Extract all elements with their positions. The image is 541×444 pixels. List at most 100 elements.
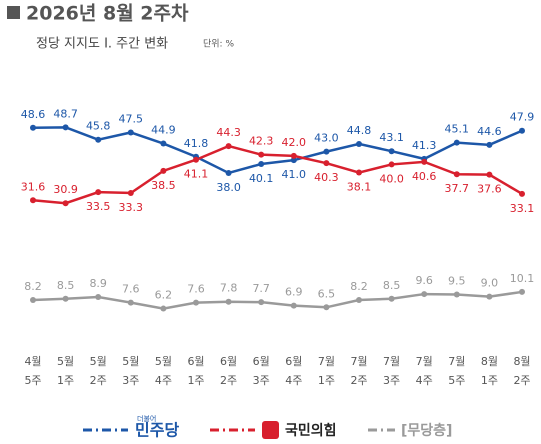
- x-tick-label: 7월: [416, 355, 433, 368]
- x-tick-label: 3주: [122, 374, 139, 387]
- x-tick-label: 4주: [416, 374, 433, 387]
- x-tick-label: 5월: [122, 355, 139, 368]
- data-label: 40.6: [412, 170, 437, 183]
- data-label: 33.3: [119, 201, 144, 214]
- data-label: 8.2: [24, 280, 42, 293]
- data-label: 48.7: [53, 107, 78, 120]
- data-point: [519, 127, 525, 134]
- x-tick-label: 2주: [350, 374, 367, 387]
- data-point: [323, 304, 330, 311]
- data-point: [388, 148, 395, 155]
- data-label: 41.1: [184, 168, 209, 181]
- x-tick-label: 7월: [448, 355, 465, 368]
- x-tick-label: 1주: [481, 374, 498, 387]
- data-point: [323, 160, 330, 167]
- data-label: 10.1: [510, 272, 535, 285]
- legend-label: 국민의힘: [285, 422, 337, 439]
- data-point: [127, 129, 134, 136]
- data-label: 8.2: [350, 280, 368, 293]
- data-label: 37.7: [445, 182, 470, 195]
- x-tick-label: 3주: [383, 374, 400, 387]
- data-label: 37.6: [477, 183, 502, 196]
- unit-label: 단위: %: [203, 39, 234, 50]
- data-point: [258, 161, 265, 168]
- x-tick-label: 6월: [285, 355, 302, 368]
- data-point: [486, 171, 493, 178]
- data-label: 38.1: [347, 181, 372, 194]
- data-point: [62, 295, 69, 302]
- data-point: [388, 161, 395, 168]
- x-tick-label: 4월: [24, 355, 41, 368]
- x-tick-label: 7월: [318, 355, 335, 368]
- data-point: [258, 299, 265, 306]
- series-line: [32, 144, 523, 205]
- data-point: [421, 158, 428, 165]
- data-label: 44.6: [477, 125, 502, 138]
- data-label: 42.0: [282, 136, 307, 149]
- legend-logo: [262, 421, 279, 439]
- data-label: 7.8: [220, 282, 238, 295]
- data-label: 6.9: [285, 286, 303, 299]
- data-point: [62, 124, 69, 131]
- data-label: 40.1: [249, 172, 274, 185]
- data-label: 8.5: [57, 279, 75, 292]
- data-point: [193, 156, 199, 163]
- chart-title: 2026년 8월 2주차: [26, 3, 189, 25]
- data-point: [160, 167, 167, 174]
- data-point: [453, 171, 460, 178]
- data-label: 38.0: [216, 181, 241, 194]
- data-label: 38.5: [151, 179, 176, 192]
- data-point: [127, 190, 134, 197]
- data-point: [95, 136, 102, 143]
- x-tick-label: 7월: [350, 355, 367, 368]
- data-point: [225, 169, 232, 176]
- data-point: [453, 139, 460, 146]
- data-point: [30, 197, 36, 204]
- data-label: 31.6: [21, 180, 46, 193]
- data-point: [453, 291, 460, 298]
- x-tick-label: 5월: [155, 355, 172, 368]
- x-tick-label: 6월: [253, 355, 270, 368]
- x-tick-label: 5월: [57, 355, 74, 368]
- data-label: 44.9: [151, 124, 176, 137]
- data-label: 41.0: [282, 168, 307, 181]
- x-tick-label: 3주: [253, 374, 270, 387]
- data-label: 47.9: [510, 111, 535, 124]
- data-point: [290, 302, 297, 309]
- x-tick-label: 6월: [187, 355, 204, 368]
- x-tick-label: 4주: [155, 374, 172, 387]
- x-tick-label: 5월: [90, 355, 107, 368]
- series-line: [32, 290, 523, 310]
- x-tick-label: 1주: [57, 374, 74, 387]
- x-tick-label: 8월: [481, 355, 498, 368]
- x-tick-label: 2주: [90, 374, 107, 387]
- data-label: 40.0: [379, 172, 404, 185]
- x-tick-label: 7월: [383, 355, 400, 368]
- data-point: [193, 299, 199, 306]
- data-point: [95, 294, 102, 301]
- data-point: [95, 189, 102, 196]
- data-label: 44.8: [347, 124, 372, 137]
- subtitle: 정당 지지도 Ⅰ. 주간 변화: [36, 37, 168, 52]
- data-point: [258, 151, 265, 158]
- x-tick-label: 2주: [513, 374, 530, 387]
- data-label: 41.3: [412, 139, 437, 152]
- data-point: [323, 148, 330, 155]
- x-tick-label: 5주: [448, 374, 465, 387]
- x-tick-label: 4주: [285, 374, 302, 387]
- x-tick-label: 6월: [220, 355, 237, 368]
- data-label: 8.5: [383, 279, 401, 292]
- data-label: 42.3: [249, 135, 274, 148]
- data-label: 48.6: [21, 108, 46, 121]
- data-point: [30, 297, 36, 304]
- data-label: 43.0: [314, 132, 339, 145]
- data-point: [160, 305, 167, 312]
- data-point: [225, 143, 232, 150]
- data-point: [356, 169, 362, 176]
- series-line: [32, 126, 523, 175]
- data-point: [388, 295, 395, 302]
- data-point: [519, 190, 525, 197]
- data-label: 43.1: [379, 131, 404, 144]
- data-point: [519, 288, 525, 295]
- data-point: [421, 291, 428, 298]
